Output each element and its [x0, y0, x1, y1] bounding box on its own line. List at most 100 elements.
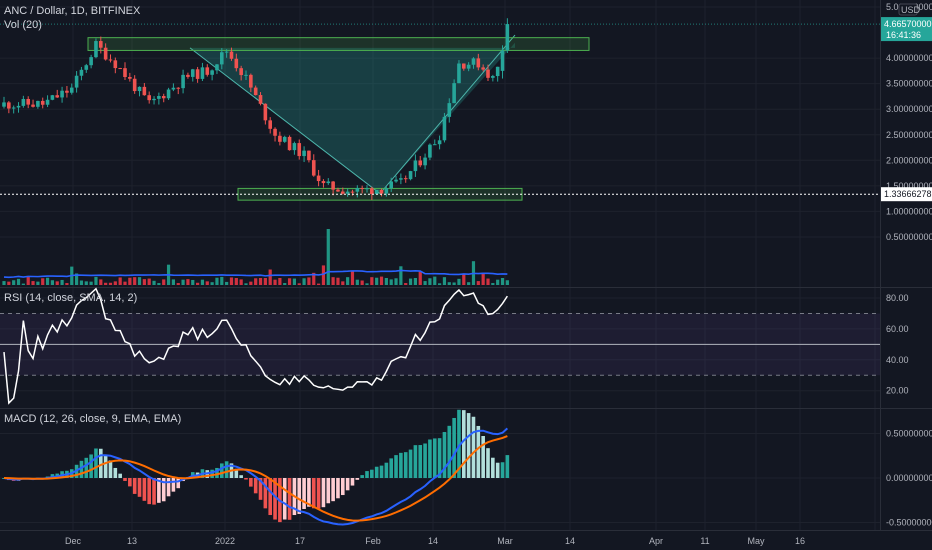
cup-pattern-fill [190, 42, 515, 194]
candle-body [423, 157, 427, 166]
macd-histogram-bar [287, 478, 292, 520]
candle-body [442, 116, 447, 141]
macd-histogram-bar [452, 417, 456, 478]
macd-histogram-bar [137, 478, 142, 497]
symbol-title[interactable]: ANC / Dollar, 1D, BITFINEX [4, 5, 141, 17]
candle-body [287, 136, 292, 151]
price-axis-label: 1.50000000 [886, 181, 932, 191]
volume-bar [360, 280, 364, 285]
macd-histogram-bar [413, 445, 418, 478]
macd-histogram-bar [399, 452, 403, 478]
volume-bar [79, 280, 84, 285]
volume-bar [486, 278, 490, 285]
countdown-text: 16:41:36 [886, 30, 921, 40]
volume-bar [225, 281, 229, 285]
volume-bar [2, 281, 6, 285]
macd-histogram-bar [495, 462, 500, 478]
volume-bar [408, 278, 413, 285]
macd-histogram-bar [123, 478, 127, 481]
candle-body [239, 68, 243, 76]
volume-legend[interactable]: Vol (20) [4, 19, 42, 31]
candle-body [476, 58, 481, 68]
volume-bar [142, 279, 146, 285]
volume-bar [229, 277, 234, 285]
candle-body [244, 74, 248, 76]
macd-line [3, 427, 509, 526]
volume-bar [433, 276, 437, 285]
volume-bar [210, 282, 214, 285]
macd-histogram-bar [316, 478, 321, 509]
volume-bar [26, 276, 30, 285]
candle-body [457, 63, 461, 84]
macd-histogram-bar [215, 467, 219, 478]
volume-bar [399, 266, 403, 285]
rsi-legend[interactable]: RSI (14, close, SMA, 14, 2) [4, 292, 138, 304]
candle-body [224, 51, 229, 53]
candle-body [234, 58, 239, 69]
volume-bar [365, 283, 369, 285]
rsi-axis-label: 80.00 [886, 293, 909, 303]
macd-histogram-bar [302, 478, 306, 509]
candle-body [69, 87, 74, 93]
volume-bar [104, 282, 108, 285]
macd-axis-label: 0.50000000 [886, 429, 932, 439]
time-axis-label: Mar [497, 536, 513, 546]
macd-axis-label: 0.00000000 [886, 473, 932, 483]
candle-body [99, 41, 103, 48]
volume-bar [496, 279, 500, 285]
candle-body [321, 181, 326, 184]
candle-body [408, 171, 413, 180]
macd-histogram-bar [118, 473, 122, 478]
candle-body [21, 98, 26, 106]
candle-body [147, 95, 151, 101]
candle-body [292, 143, 297, 151]
volume-bar [123, 281, 127, 285]
macd-histogram-bar [258, 478, 263, 500]
volume-bar [500, 278, 505, 285]
candle-body [84, 65, 89, 70]
macd-histogram-bar [505, 455, 510, 478]
macd-histogram-bar [224, 461, 229, 478]
volume-bar [346, 277, 350, 285]
macd-histogram-bar [84, 457, 89, 478]
volume-bar [297, 283, 301, 285]
volume-bar [505, 280, 509, 285]
volume-bar [389, 279, 393, 285]
volume-bar [152, 280, 156, 285]
candle-body [505, 24, 510, 51]
candle-body [384, 188, 389, 194]
macd-histogram-bar [297, 478, 302, 514]
volume-bar [254, 278, 258, 285]
macd-histogram-bar [176, 478, 181, 489]
volume-bar [273, 279, 277, 285]
candle-body [16, 105, 21, 108]
volume-bar [215, 277, 219, 285]
volume-bar [452, 282, 456, 285]
volume-bar [283, 283, 287, 285]
volume-bar [171, 279, 175, 285]
macd-histogram-bar [341, 478, 345, 496]
volume-bar [94, 276, 98, 285]
volume-bar [379, 276, 384, 285]
macd-histogram-bar [481, 436, 485, 478]
macd-histogram-bar [171, 478, 176, 492]
candle-body [132, 78, 137, 92]
volume-bar [133, 277, 137, 285]
macd-histogram-bar [466, 413, 471, 478]
macd-legend[interactable]: MACD (12, 26, close, 9, EMA, EMA) [4, 413, 182, 425]
macd-histogram-bar [345, 478, 350, 491]
macd-histogram-bar [103, 454, 108, 478]
volume-bar [418, 271, 422, 285]
candle-body [128, 77, 132, 79]
candle-body [336, 189, 340, 192]
candle-body [374, 189, 379, 195]
time-axis-label: 11 [700, 536, 709, 546]
volume-bar [162, 279, 166, 285]
candle-body [118, 68, 122, 70]
candle-body [7, 102, 11, 109]
volume-bar [200, 279, 205, 285]
volume-bar [191, 279, 195, 285]
volume-bar [428, 278, 432, 285]
volume-bar [413, 278, 417, 285]
